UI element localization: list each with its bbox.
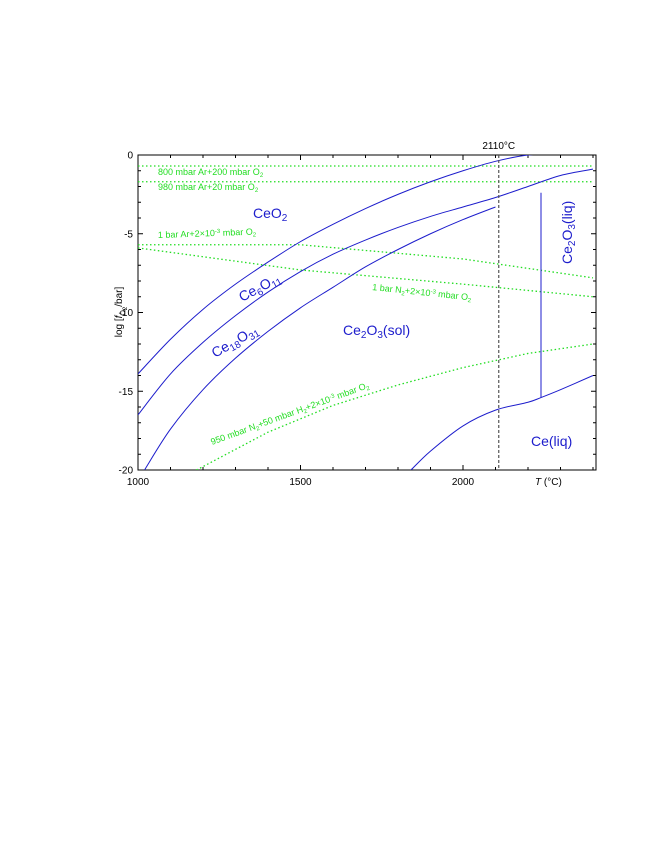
gas-line xyxy=(138,247,594,298)
region-label-Ce18O31: Ce18O31 xyxy=(209,321,263,363)
y-tick-label: -15 xyxy=(119,387,134,398)
y-tick-label: 0 xyxy=(127,151,133,162)
region-label-Ce-liq: Ce(liq) xyxy=(531,433,572,449)
gas-label-3: 1 bar Ar+2×10-3 mbar O2 xyxy=(158,227,257,242)
region-label-Ce2O3-liq: Ce2O3(liq) xyxy=(559,201,578,264)
x-tick-label: 2000 xyxy=(452,477,475,488)
phase-boundary xyxy=(138,155,534,375)
gas-label-4: 1 bar N2+2×10-3 mbar O2 xyxy=(372,282,473,304)
gas-label-2: 980 mbar Ar+20 mbar O2 xyxy=(158,182,259,194)
x-tick-label: 1000 xyxy=(127,477,150,488)
region-label-CeO2: CeO2 xyxy=(253,205,288,224)
phase-boundary xyxy=(144,206,496,470)
y-axis-title: log [fO2/bar] xyxy=(114,287,129,338)
y-tick-label: -20 xyxy=(119,466,134,477)
gas-line xyxy=(138,244,594,279)
phase-boundary xyxy=(138,168,594,416)
x-axis-title: T (°C) xyxy=(535,477,562,488)
region-label-Ce2O3-sol: Ce2O3(sol) xyxy=(343,322,410,341)
phase-boundary xyxy=(410,375,594,470)
plot-frame xyxy=(137,154,597,471)
marker-label: 2110°C xyxy=(482,141,515,152)
region-label-Ce6O11: Ce6O11 xyxy=(236,269,285,307)
gas-label-1: 800 mbar Ar+200 mbar O2 xyxy=(158,167,264,179)
y-tick-label: -10 xyxy=(119,308,134,319)
gas-label-5: 950 mbar N2+50 mbar H2+2×10-3 mbar O2 xyxy=(209,380,371,449)
gas-line xyxy=(196,343,594,470)
y-tick-label: -5 xyxy=(124,229,133,240)
x-tick-label: 1500 xyxy=(289,477,312,488)
